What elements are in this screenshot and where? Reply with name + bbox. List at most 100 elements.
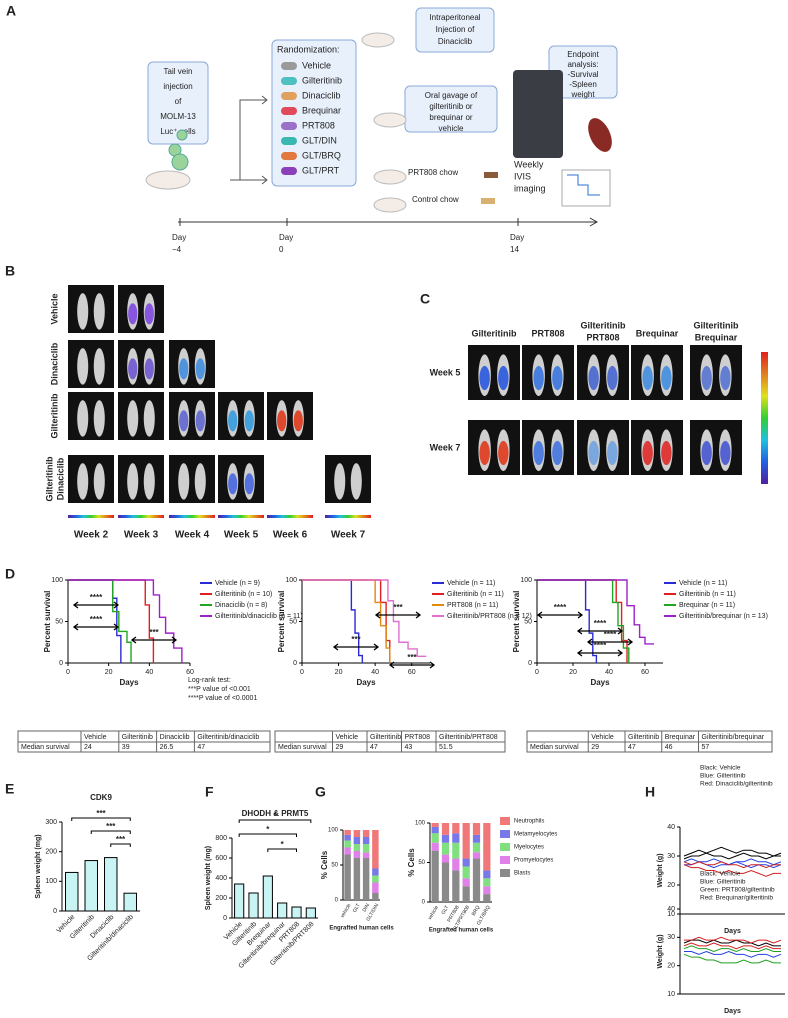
label: *** bbox=[393, 603, 403, 612]
label: 100 bbox=[328, 828, 339, 834]
label: 50 bbox=[331, 863, 338, 869]
stack-segment bbox=[462, 866, 470, 879]
ivis-image bbox=[169, 455, 215, 503]
weight-line bbox=[683, 953, 781, 964]
label: 51.5 bbox=[439, 744, 453, 751]
stack-segment bbox=[452, 870, 460, 902]
mouse bbox=[145, 170, 191, 190]
pill bbox=[281, 122, 297, 130]
ivis-image bbox=[218, 455, 264, 503]
ivis-image bbox=[631, 345, 683, 400]
stack-segment bbox=[452, 823, 460, 834]
weight-line bbox=[683, 861, 781, 869]
stack-segment bbox=[483, 878, 491, 887]
label: 14 bbox=[510, 245, 519, 254]
signal bbox=[533, 365, 544, 391]
arrow bbox=[576, 627, 624, 635]
label: GLT/BRQ bbox=[302, 150, 341, 160]
colorbar bbox=[761, 352, 768, 484]
label: **** bbox=[90, 615, 103, 624]
weight-line bbox=[683, 939, 781, 947]
arrow bbox=[72, 623, 120, 631]
ivis-image bbox=[267, 392, 313, 440]
label: 29 bbox=[591, 744, 599, 751]
label: Vehicle bbox=[302, 60, 331, 70]
signal bbox=[701, 440, 712, 466]
stack-segment bbox=[353, 830, 361, 837]
label: 100 bbox=[51, 577, 63, 584]
legend-swatch bbox=[500, 856, 510, 864]
mouse-image bbox=[143, 400, 155, 437]
ivis-image bbox=[577, 420, 629, 475]
arrow bbox=[332, 643, 380, 651]
label: ****P value of <0.0001 bbox=[188, 695, 257, 702]
label: Gilteritinib/brequinar bbox=[702, 734, 765, 741]
signal bbox=[661, 440, 672, 466]
label: Percent survival bbox=[277, 591, 286, 653]
label: PRT808 bbox=[302, 120, 335, 130]
label: vehicle bbox=[427, 904, 440, 921]
axes bbox=[429, 823, 492, 903]
panel-label: H bbox=[645, 784, 655, 800]
label: 100 bbox=[45, 878, 57, 885]
label: Gilteritinib/PRT808 bbox=[439, 734, 498, 741]
label: Day bbox=[510, 233, 524, 242]
label: 20 bbox=[105, 669, 113, 676]
panel-label: C bbox=[420, 291, 430, 307]
label: Blue: Gilteritinib bbox=[700, 879, 746, 886]
label: GLT/PRT bbox=[302, 165, 340, 175]
signal bbox=[642, 365, 653, 391]
ivis-image bbox=[169, 340, 215, 388]
label: Promyelocytes bbox=[514, 858, 553, 864]
label: Day bbox=[279, 233, 293, 242]
label: −4 bbox=[172, 245, 182, 254]
bar bbox=[291, 906, 302, 919]
ivis-image bbox=[68, 392, 114, 440]
label: Myelocytes bbox=[514, 845, 544, 851]
label: Engrafted human cells bbox=[329, 926, 394, 932]
timeline bbox=[178, 217, 599, 227]
label: Weight (g) bbox=[657, 853, 664, 887]
inset bbox=[561, 169, 611, 207]
label: Gilteritinib/brequinar (n = 13) bbox=[679, 613, 768, 620]
label: 100 bbox=[415, 821, 426, 827]
label: 50 bbox=[524, 618, 532, 625]
colorbar bbox=[118, 515, 164, 518]
arrow bbox=[388, 661, 436, 669]
label: Gilteritinib/PRT808 (n = 12) bbox=[447, 613, 532, 620]
label: *** bbox=[96, 809, 106, 818]
colorbar bbox=[325, 515, 371, 518]
label: Metamyelocytes bbox=[514, 832, 557, 838]
label: Days bbox=[724, 1008, 741, 1015]
label: Brequinar bbox=[695, 332, 738, 342]
label: Gilteritinib (n = 11) bbox=[679, 591, 736, 598]
label: 30 bbox=[667, 934, 675, 941]
label: Gilteritinib bbox=[122, 734, 153, 741]
ivis-image bbox=[169, 392, 215, 440]
ivis-image bbox=[522, 420, 574, 475]
mouse-image bbox=[143, 463, 155, 500]
label: 40 bbox=[667, 906, 675, 913]
label: Gilteritinib/dinaciclib (n = 11) bbox=[215, 613, 303, 620]
label: Spleen weight (mg) bbox=[35, 834, 42, 898]
label: *** bbox=[116, 835, 126, 844]
label: 40 bbox=[605, 669, 613, 676]
label: Black: Vehicle bbox=[700, 871, 741, 878]
ivis-image bbox=[468, 420, 520, 475]
arrow bbox=[586, 638, 634, 646]
stack-segment bbox=[441, 854, 450, 863]
weight-line bbox=[684, 936, 782, 944]
label: Neutrophils bbox=[514, 819, 544, 825]
signal bbox=[479, 365, 490, 391]
ivis-image bbox=[118, 455, 164, 503]
label: Days bbox=[119, 678, 139, 687]
signal bbox=[533, 440, 544, 466]
bracket bbox=[267, 848, 297, 852]
signal bbox=[498, 440, 509, 466]
panel-label: E bbox=[5, 781, 14, 797]
stack-segment bbox=[372, 875, 379, 883]
survival-curve bbox=[302, 579, 427, 658]
bar bbox=[123, 892, 137, 912]
label: 60 bbox=[408, 669, 416, 676]
label: 0 bbox=[422, 900, 426, 906]
